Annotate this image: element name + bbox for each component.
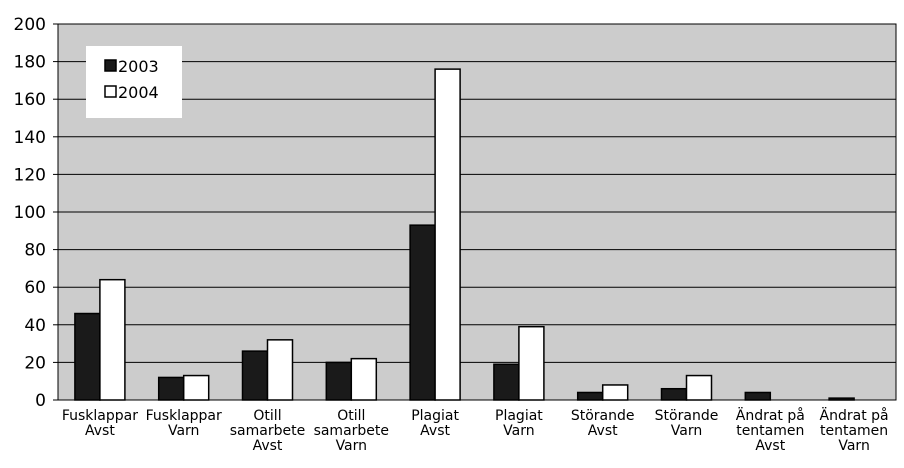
x-tick-label: Avst [420,423,450,439]
y-tick-label: 40 [24,316,46,336]
bar-2003-1 [157,376,185,401]
bar-2003-5 [493,363,520,401]
legend-box [86,46,182,118]
x-tick-label: Ändrat på [736,406,805,424]
x-tick-label: Varn [838,438,869,454]
bar-2003-7 [660,387,688,401]
y-tick-label: 20 [24,353,46,373]
y-tick-label: 140 [14,128,46,148]
bar-2004-1 [182,374,210,401]
x-tick-label: Otill [253,408,281,424]
x-tick-label: Plagiat [411,408,459,424]
y-tick-label: 200 [14,15,46,35]
bar-2004-3 [350,357,378,401]
bar-2004-4 [434,68,461,401]
y-axis: 0 20 40 60 80 100 120 140 160 180 200 [14,15,58,411]
legend-label-2003: 2003 [118,57,159,76]
y-tick-label: 180 [14,53,46,73]
y-tick-label: 120 [14,165,46,185]
bar-2003-0 [74,312,101,401]
x-tick-label: samarbete [314,423,389,439]
x-tick-label: Ändrat på [820,406,889,424]
x-tick-label: Avst [755,438,785,454]
y-tick-label: 160 [14,90,46,110]
y-tick-label: 60 [24,278,46,298]
x-tick-label: Störande [655,408,719,424]
grid-lines [58,61,896,363]
x-tick-label: Fusklappar [62,408,138,424]
legend-swatch-2003 [104,59,117,72]
legend-swatch-2004 [104,85,117,98]
x-tick-label: Störande [571,408,635,424]
bar-2003-3 [325,361,353,401]
bar-2003-9 [828,397,855,401]
legend-label-2004: 2004 [118,83,159,102]
bars [74,68,855,401]
x-tick-label: Varn [671,423,702,439]
x-tick-label: tentamen [820,423,888,439]
y-tick-label: 0 [35,391,46,411]
bar-2004-6 [601,384,629,401]
x-tick-label: samarbete [230,423,305,439]
x-tick-label: Avst [588,423,618,439]
x-tick-label: Varn [168,423,199,439]
x-tick-label: Varn [503,423,534,439]
bar-2004-2 [266,339,294,401]
bar-2004-0 [99,278,126,401]
x-tick-label: Fusklappar [146,408,222,424]
x-axis: FusklapparAvstFusklapparVarnOtillsamarbe… [62,406,889,454]
bar-2004-7 [685,374,713,401]
x-tick-label: Plagiat [495,408,543,424]
bar-2003-8 [744,391,772,401]
bar-2003-4 [409,224,436,401]
bar-2003-6 [576,391,604,401]
x-tick-label: Avst [253,438,283,454]
bar-2003-2 [241,350,269,401]
x-tick-label: Avst [85,423,115,439]
y-tick-label: 80 [24,241,46,261]
y-tick-label: 100 [14,203,46,223]
bar-2004-5 [518,325,545,401]
x-tick-label: tentamen [736,423,804,439]
x-tick-label: Otill [337,408,365,424]
legend: 2003 2004 [86,46,182,118]
x-tick-label: Varn [336,438,367,454]
